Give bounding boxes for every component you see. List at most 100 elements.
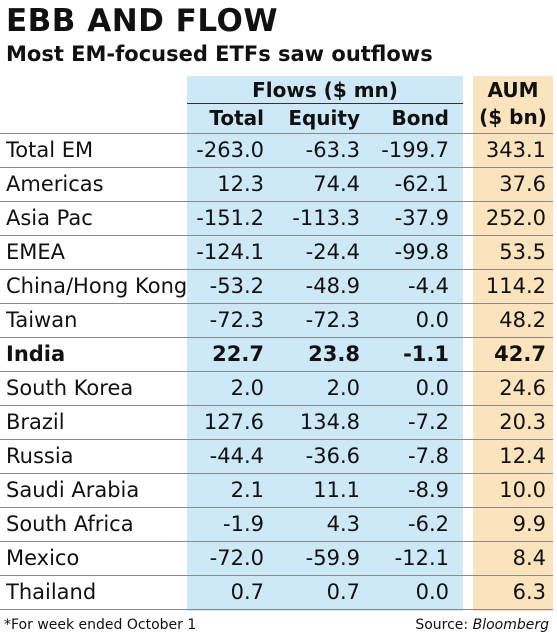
row-divider xyxy=(0,507,553,508)
row-divider xyxy=(0,303,553,304)
cell-total: -53.2 xyxy=(209,274,264,298)
source-name: Bloomberg xyxy=(472,617,549,633)
cell-total: -124.1 xyxy=(196,240,264,264)
row-label: South Africa xyxy=(6,512,134,536)
flows-column-band xyxy=(187,76,463,611)
cell-aum: 24.6 xyxy=(499,376,546,400)
cell-total: -1.9 xyxy=(223,512,264,536)
cell-bond: -6.2 xyxy=(408,512,449,536)
cell-bond: -12.1 xyxy=(394,546,449,570)
row-label: India xyxy=(6,342,66,366)
footnote: *For week ended October 1 xyxy=(4,617,197,633)
cell-equity: 0.7 xyxy=(326,580,360,604)
row-divider xyxy=(0,337,553,338)
row-label: Russia xyxy=(6,444,74,468)
cell-bond: -4.4 xyxy=(408,274,449,298)
aum-column-band xyxy=(473,76,553,611)
cell-total: 127.6 xyxy=(203,410,264,434)
cell-equity: -24.4 xyxy=(305,240,360,264)
source-prefix: Source: xyxy=(415,617,473,633)
row-divider xyxy=(0,609,553,610)
chart-subtitle: Most EM-focused ETFs saw outflows xyxy=(6,42,433,66)
cell-equity: -72.3 xyxy=(305,308,360,332)
cell-bond: -7.2 xyxy=(408,410,449,434)
cell-equity: 74.4 xyxy=(313,172,360,196)
cell-aum: 252.0 xyxy=(485,206,546,230)
row-label: South Korea xyxy=(6,376,134,400)
row-label: Asia Pac xyxy=(6,206,93,230)
flows-header-rule xyxy=(187,103,463,104)
aum-header-line2: ($ bn) xyxy=(479,105,547,129)
cell-aum: 12.4 xyxy=(499,444,546,468)
col-header-total: Total xyxy=(209,106,264,130)
row-divider xyxy=(0,405,553,406)
cell-bond: -37.9 xyxy=(394,206,449,230)
row-divider xyxy=(0,201,553,202)
cell-aum: 48.2 xyxy=(499,308,546,332)
cell-aum: 10.0 xyxy=(499,478,546,502)
cell-aum: 6.3 xyxy=(512,580,546,604)
flows-group-header: Flows ($ mn) xyxy=(252,78,398,102)
cell-aum: 37.6 xyxy=(499,172,546,196)
cell-total: -263.0 xyxy=(196,138,264,162)
row-label: Americas xyxy=(6,172,104,196)
row-label: Brazil xyxy=(6,410,65,434)
row-divider xyxy=(0,575,553,576)
row-divider xyxy=(0,439,553,440)
cell-aum: 53.5 xyxy=(499,240,546,264)
cell-equity: 4.3 xyxy=(326,512,360,536)
cell-equity: -48.9 xyxy=(305,274,360,298)
cell-equity: -63.3 xyxy=(305,138,360,162)
chart-title: EBB AND FLOW xyxy=(6,3,279,39)
row-label: EMEA xyxy=(6,240,66,264)
cell-total: 2.1 xyxy=(230,478,264,502)
col-header-bond: Bond xyxy=(391,106,449,130)
cell-bond: -99.8 xyxy=(394,240,449,264)
cell-bond: -7.8 xyxy=(408,444,449,468)
row-label: Taiwan xyxy=(6,308,78,332)
aum-header-line1: AUM xyxy=(487,78,539,102)
cell-total: 0.7 xyxy=(230,580,264,604)
cell-total: -72.3 xyxy=(209,308,264,332)
cell-total: -72.0 xyxy=(209,546,264,570)
cell-bond: -1.1 xyxy=(403,342,449,366)
cell-bond: 0.0 xyxy=(415,580,449,604)
row-divider xyxy=(0,167,553,168)
cell-total: 2.0 xyxy=(230,376,264,400)
row-label: Total EM xyxy=(6,138,94,162)
cell-bond: -199.7 xyxy=(381,138,449,162)
row-label: Thailand xyxy=(6,580,97,604)
cell-equity: -36.6 xyxy=(305,444,360,468)
cell-total: -44.4 xyxy=(209,444,264,468)
row-divider xyxy=(0,541,553,542)
cell-bond: -8.9 xyxy=(408,478,449,502)
col-header-equity: Equity xyxy=(288,106,360,130)
cell-aum: 343.1 xyxy=(485,138,546,162)
cell-equity: -59.9 xyxy=(305,546,360,570)
cell-total: 22.7 xyxy=(212,342,264,366)
row-divider xyxy=(0,269,553,270)
row-label: China/Hong Kong xyxy=(6,274,186,298)
cell-aum: 20.3 xyxy=(499,410,546,434)
cell-equity: 134.8 xyxy=(299,410,360,434)
row-divider xyxy=(0,473,553,474)
row-label: Mexico xyxy=(6,546,80,570)
cell-aum: 114.2 xyxy=(485,274,546,298)
source-credit: Source: Bloomberg xyxy=(415,615,549,635)
cell-aum: 9.9 xyxy=(512,512,546,536)
cell-bond: 0.0 xyxy=(415,308,449,332)
cell-equity: 2.0 xyxy=(326,376,360,400)
cell-equity: -113.3 xyxy=(292,206,360,230)
cell-total: -151.2 xyxy=(196,206,264,230)
cell-bond: -62.1 xyxy=(394,172,449,196)
cell-aum: 8.4 xyxy=(512,546,546,570)
row-divider xyxy=(0,235,553,236)
row-divider xyxy=(0,371,553,372)
header-rule xyxy=(0,133,553,134)
cell-equity: 23.8 xyxy=(308,342,360,366)
row-label: Saudi Arabia xyxy=(6,478,140,502)
cell-total: 12.3 xyxy=(217,172,264,196)
cell-equity: 11.1 xyxy=(313,478,360,502)
cell-bond: 0.0 xyxy=(415,376,449,400)
cell-aum: 42.7 xyxy=(494,342,546,366)
